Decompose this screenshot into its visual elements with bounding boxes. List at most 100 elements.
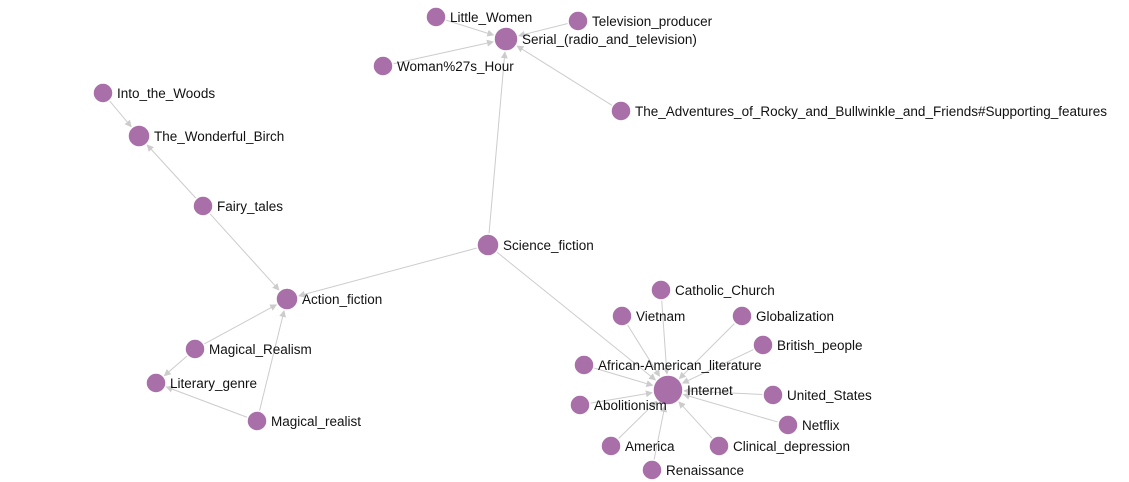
edge-fairy-tales-to-action-fiction <box>209 213 280 291</box>
node-label-catholic-church: Catholic_Church <box>675 283 775 298</box>
node-magical-realism[interactable]: Magical_Realism <box>184 338 312 360</box>
node-circle-television-producer[interactable] <box>567 10 589 32</box>
node-circle-catholic-church[interactable] <box>650 279 672 301</box>
node-united-states[interactable]: United_States <box>762 384 872 406</box>
node-circle-vietnam[interactable] <box>611 305 633 327</box>
node-label-united-states: United_States <box>787 388 872 403</box>
node-fairy-tales[interactable]: Fairy_tales <box>192 195 283 217</box>
node-renaissance[interactable]: Renaissance <box>641 459 744 481</box>
node-internet[interactable]: Internet <box>652 374 733 406</box>
edge-magical-realist-to-literary-genre <box>165 385 248 418</box>
node-circle-magical-realism[interactable] <box>184 338 206 360</box>
node-label-renaissance: Renaissance <box>666 463 744 478</box>
node-little-women[interactable]: Little_Women <box>425 6 532 28</box>
node-circle-literary-genre[interactable] <box>145 372 167 394</box>
node-label-magical-realist: Magical_realist <box>271 414 361 429</box>
node-circle-science-fiction[interactable] <box>476 233 500 257</box>
node-magical-realist[interactable]: Magical_realist <box>246 410 361 432</box>
node-circle-internet[interactable] <box>652 374 684 406</box>
node-abolitionism[interactable]: Abolitionism <box>569 394 667 416</box>
node-circle-clinical-depression[interactable] <box>708 435 730 457</box>
edge-rocky-bullwinkle-to-serial <box>516 45 613 107</box>
edge-magical-realism-to-literary-genre <box>163 355 188 377</box>
edge-magical-realism-to-action-fiction <box>203 304 278 345</box>
node-science-fiction[interactable]: Science_fiction <box>476 233 594 257</box>
node-circle-netflix[interactable] <box>777 414 799 436</box>
edge-globalization-to-internet <box>678 322 736 380</box>
edge-television-producer-to-serial <box>517 22 569 38</box>
edge-catholic-church-to-internet <box>661 299 670 375</box>
node-label-science-fiction: Science_fiction <box>503 238 594 253</box>
node-circle-african-american-literature[interactable] <box>573 354 595 376</box>
node-into-the-woods[interactable]: Into_the_Woods <box>92 82 215 104</box>
node-circle-rocky-bullwinkle[interactable] <box>610 100 632 122</box>
node-british-people[interactable]: British_people <box>752 334 863 356</box>
edge-abolitionism-to-internet <box>589 390 653 404</box>
node-circle-british-people[interactable] <box>752 334 774 356</box>
edge-united-states-to-internet <box>683 387 764 395</box>
node-label-globalization: Globalization <box>756 309 834 324</box>
node-circle-magical-realist[interactable] <box>246 410 268 432</box>
edge-magical-realist-to-action-fiction <box>258 310 286 412</box>
node-womans-hour[interactable]: Woman%27s_Hour <box>372 55 514 77</box>
node-label-magical-realism: Magical_Realism <box>209 342 312 357</box>
node-circle-abolitionism[interactable] <box>569 394 591 416</box>
node-label-into-the-woods: Into_the_Woods <box>117 86 215 101</box>
node-circle-globalization[interactable] <box>731 305 753 327</box>
node-literary-genre[interactable]: Literary_genre <box>145 372 257 394</box>
edge-fairy-tales-to-wonderful-birch <box>146 144 197 199</box>
node-african-american-literature[interactable]: African-American_literature <box>573 354 762 376</box>
edge-renaissance-to-internet <box>653 405 668 461</box>
node-circle-united-states[interactable] <box>762 384 784 406</box>
node-label-clinical-depression: Clinical_depression <box>733 439 850 454</box>
edge-america-to-internet <box>617 400 658 440</box>
node-vietnam[interactable]: Vietnam <box>611 305 685 327</box>
node-netflix[interactable]: Netflix <box>777 414 840 436</box>
node-circle-into-the-woods[interactable] <box>92 82 114 104</box>
node-america[interactable]: America <box>600 435 675 457</box>
node-circle-little-women[interactable] <box>425 6 447 28</box>
edge-vietnam-to-internet <box>626 324 661 377</box>
edge-british-people-to-internet <box>681 348 755 384</box>
edge-african-american-literature-to-internet <box>593 367 654 387</box>
node-label-womans-hour: Woman%27s_Hour <box>397 59 514 74</box>
node-circle-renaissance[interactable] <box>641 459 663 481</box>
nodes-layer: Little_Women Television_producer Serial_(r… <box>92 6 1107 481</box>
node-label-serial: Serial_(radio_and_television) <box>522 32 697 47</box>
node-label-action-fiction: Action_fiction <box>302 292 382 307</box>
node-circle-america[interactable] <box>600 435 622 457</box>
edge-science-fiction-to-internet <box>496 251 657 381</box>
node-circle-fairy-tales[interactable] <box>192 195 214 217</box>
node-label-america: America <box>625 439 675 454</box>
node-label-fairy-tales: Fairy_tales <box>217 199 283 214</box>
node-label-vietnam: Vietnam <box>636 309 685 324</box>
edge-clinical-depression-to-internet <box>678 401 713 439</box>
node-serial[interactable]: Serial_(radio_and_television) <box>493 26 697 52</box>
edges-layer <box>109 19 779 461</box>
node-circle-serial[interactable] <box>493 26 519 52</box>
node-label-african-american-literature: African-American_literature <box>598 358 762 373</box>
node-action-fiction[interactable]: Action_fiction <box>275 287 382 311</box>
node-label-wonderful-birch: The_Wonderful_Birch <box>154 129 284 144</box>
node-clinical-depression[interactable]: Clinical_depression <box>708 435 850 457</box>
edge-little-women-to-serial <box>445 19 495 37</box>
edge-science-fiction-to-action-fiction <box>297 247 478 298</box>
node-globalization[interactable]: Globalization <box>731 305 834 327</box>
node-circle-wonderful-birch[interactable] <box>127 124 151 148</box>
node-label-british-people: British_people <box>777 338 863 353</box>
node-label-netflix: Netflix <box>802 418 840 433</box>
node-rocky-bullwinkle[interactable]: The_Adventures_of_Rocky_and_Bullwinkle_a… <box>610 100 1107 122</box>
node-label-television-producer: Television_producer <box>592 14 713 29</box>
node-label-little-women: Little_Women <box>450 10 532 25</box>
node-label-abolitionism: Abolitionism <box>594 398 667 413</box>
node-catholic-church[interactable]: Catholic_Church <box>650 279 775 301</box>
edge-womans-hour-to-serial <box>392 39 494 65</box>
node-wonderful-birch[interactable]: The_Wonderful_Birch <box>127 124 284 148</box>
node-label-literary-genre: Literary_genre <box>170 376 257 391</box>
edge-netflix-to-internet <box>682 392 779 423</box>
node-television-producer[interactable]: Television_producer <box>567 10 713 32</box>
node-circle-action-fiction[interactable] <box>275 287 299 311</box>
edge-science-fiction-to-serial <box>488 51 508 235</box>
node-circle-womans-hour[interactable] <box>372 55 394 77</box>
